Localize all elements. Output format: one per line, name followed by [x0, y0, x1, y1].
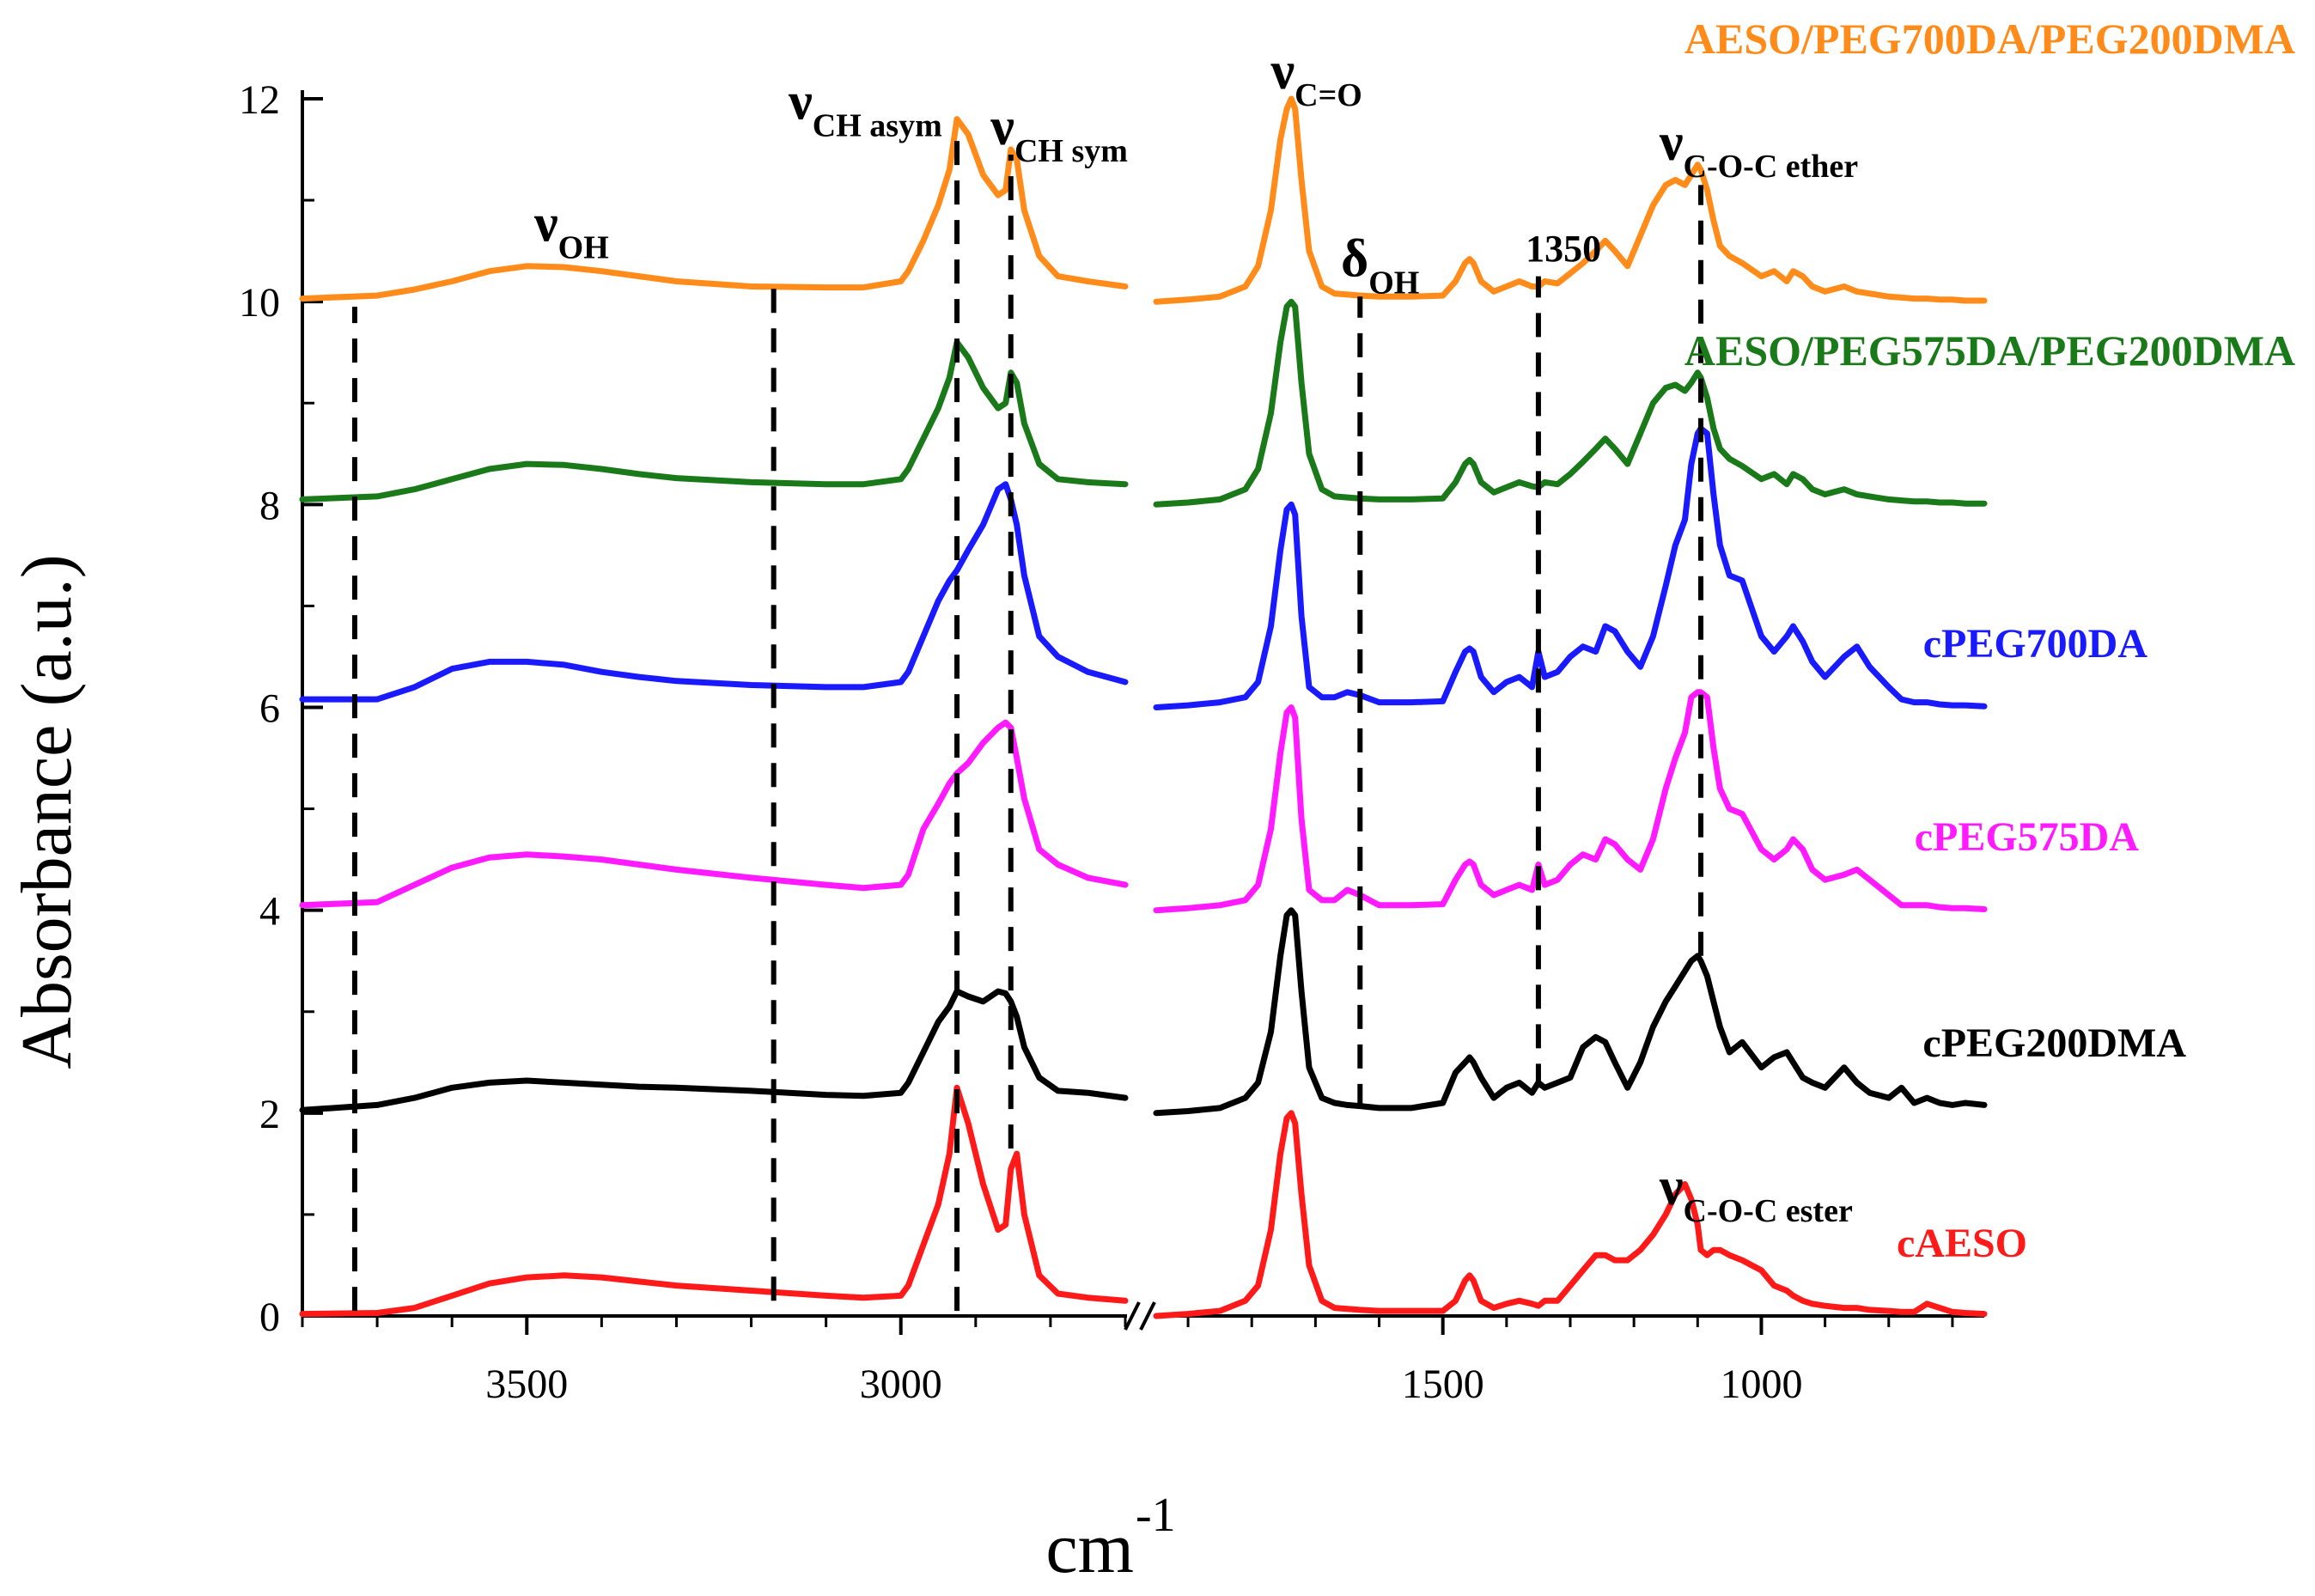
series-line-aeso-peg575da-peg200dma-right	[1153, 298, 1988, 508]
y-tick-label: 10	[239, 280, 280, 326]
y-tick-label: 6	[259, 686, 280, 732]
axis-break-mark	[1124, 1301, 1141, 1331]
series-line-cpeg700da-left	[299, 481, 1129, 703]
y-tick-label: 4	[259, 889, 280, 935]
series-line-cpeg700da-right	[1153, 425, 1988, 710]
legend-label: AESO/PEG700DA/PEG200DMA	[1684, 15, 2295, 63]
peak-annotation: νOH	[533, 194, 609, 265]
x-tick-label: 1500	[1402, 1361, 1484, 1407]
x-tick-label: 1000	[1720, 1361, 1802, 1407]
peak-annotation: 1350	[1526, 228, 1601, 270]
y-axis-title: Absorbance (a.u.)	[7, 554, 87, 1069]
peak-annotation: νC=O	[1270, 42, 1362, 113]
series-line-aeso-peg700da-peg200dma-left	[299, 116, 1129, 302]
series-line-caeso-right	[1153, 1110, 1988, 1319]
series-line-cpeg575da-left	[299, 719, 1129, 909]
x-tick-label: 3500	[485, 1361, 568, 1407]
legend-label: cPEG200DMA	[1922, 1020, 2186, 1066]
series-line-aeso-peg700da-peg200dma-right	[1153, 95, 1988, 305]
legend-label: cPEG575DA	[1915, 814, 2140, 860]
series-line-cpeg200dma-right	[1153, 907, 1988, 1117]
axis-break-mark	[1139, 1301, 1156, 1331]
peak-annotation: νCH sym	[990, 98, 1128, 169]
y-tick-label: 0	[259, 1294, 280, 1340]
series-line-caeso-left	[299, 1084, 1129, 1318]
series-line-cpeg200dma-left	[299, 988, 1129, 1113]
y-tick-label: 12	[239, 77, 280, 123]
peak-annotation: νCH asym	[788, 73, 942, 144]
peak-annotation: δOH	[1341, 230, 1419, 302]
legend-label: AESO/PEG575DA/PEG200DMA	[1684, 326, 2295, 375]
series-line-aeso-peg575da-peg200dma-left	[299, 338, 1129, 503]
x-axis-title-superscript: -1	[1136, 1489, 1176, 1542]
x-tick-label: 3000	[860, 1361, 942, 1407]
peak-annotation: νC-O-C ether	[1659, 113, 1858, 185]
y-tick-label: 8	[259, 483, 280, 528]
plot-area: 0 2 4 6 8 10 12 3500 3000 1500 1000 AESO/PEG700DA/P…	[239, 15, 2295, 1407]
peak-annotation: νC-O-C ester	[1659, 1158, 1853, 1229]
legend-label: cPEG700DA	[1923, 621, 2148, 667]
x-axis-title: cm	[1045, 1508, 1134, 1588]
y-tick-label: 2	[259, 1092, 280, 1137]
legend-label: cAESO	[1897, 1221, 2027, 1266]
series-line-cpeg575da-right	[1153, 689, 1988, 914]
